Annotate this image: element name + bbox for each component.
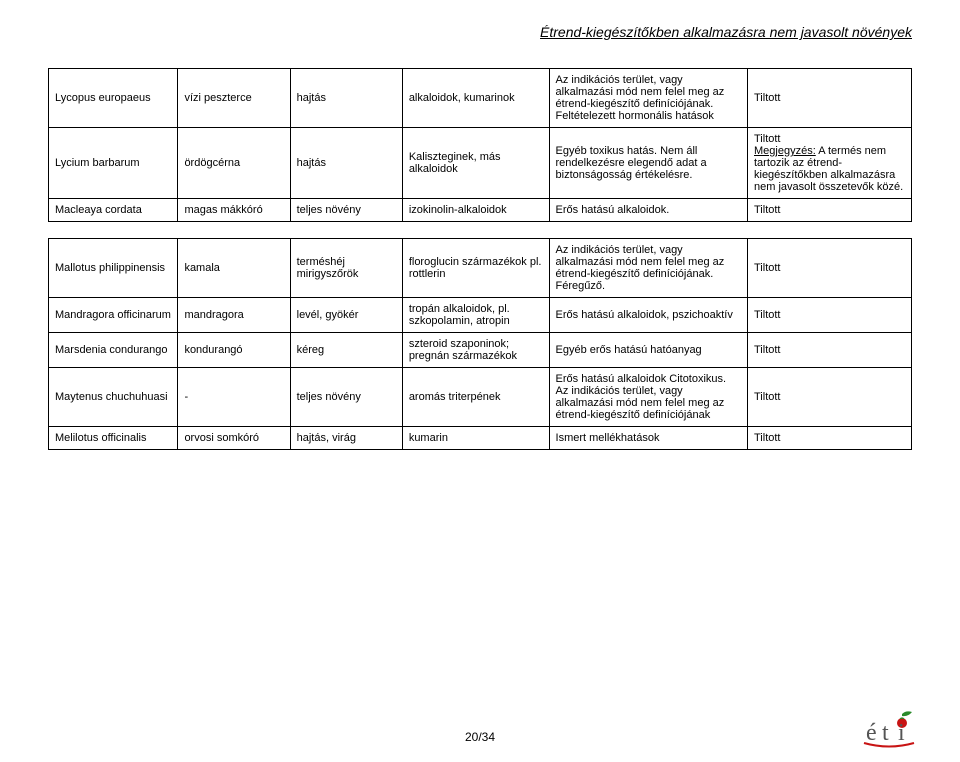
table-cell: szteroid szaponinok; pregnán származékok xyxy=(402,333,549,368)
table-2: Mallotus philippinensiskamalaterméshéj m… xyxy=(48,238,912,450)
table-cell: magas mákkóró xyxy=(178,199,290,222)
table-cell: Mallotus philippinensis xyxy=(49,239,178,298)
table-cell: vízi peszterce xyxy=(178,69,290,128)
table-row: Macleaya cordatamagas mákkóróteljes növé… xyxy=(49,199,912,222)
table-cell: Maytenus chuchuhuasi xyxy=(49,368,178,427)
table-row: Maytenus chuchuhuasi-teljes növényaromás… xyxy=(49,368,912,427)
table-cell: ördögcérna xyxy=(178,128,290,199)
table-cell: kondurangó xyxy=(178,333,290,368)
table-cell: orvosi somkóró xyxy=(178,427,290,450)
table-cell: Tiltott xyxy=(748,69,912,128)
table-cell: izokinolin-alkaloidok xyxy=(402,199,549,222)
table-cell: Melilotus officinalis xyxy=(49,427,178,450)
table-cell: Erős hatású alkaloidok Citotoxikus. Az i… xyxy=(549,368,747,427)
table-cell: Egyéb erős hatású hatóanyag xyxy=(549,333,747,368)
document-page: Étrend-kiegészítőkben alkalmazásra nem j… xyxy=(0,0,960,762)
table-cell: kumarin xyxy=(402,427,549,450)
table-cell: TiltottMegjegyzés: A termés nem tartozik… xyxy=(748,128,912,199)
table-cell: Tiltott xyxy=(748,199,912,222)
table-cell: hajtás xyxy=(290,69,402,128)
table-cell: Egyéb toxikus hatás. Nem áll rendelkezés… xyxy=(549,128,747,199)
table-cell: Lycopus europaeus xyxy=(49,69,178,128)
table-cell: terméshéj mirigyszőrök xyxy=(290,239,402,298)
table-cell: Marsdenia condurango xyxy=(49,333,178,368)
table-cell: Ismert mellékhatások xyxy=(549,427,747,450)
table-cell: Az indikációs terület, vagy alkalmazási … xyxy=(549,69,747,128)
table-row: Melilotus officinalisorvosi somkóróhajtá… xyxy=(49,427,912,450)
logo: é t i xyxy=(862,710,916,748)
page-title: Étrend-kiegészítőkben alkalmazásra nem j… xyxy=(48,24,912,40)
table-cell: Tiltott xyxy=(748,333,912,368)
table-row: Marsdenia condurangokondurangókéregszter… xyxy=(49,333,912,368)
table-1: Lycopus europaeusvízi pesztercehajtásalk… xyxy=(48,68,912,222)
page-number: 20/34 xyxy=(0,730,960,744)
table-cell: hajtás, virág xyxy=(290,427,402,450)
table-gap xyxy=(48,222,912,238)
table-row: Lycium barbarumördögcérnahajtásKaliszteg… xyxy=(49,128,912,199)
table-cell: tropán alkaloidok, pl. szkopolamin, atro… xyxy=(402,298,549,333)
table-cell: levél, gyökér xyxy=(290,298,402,333)
table-cell: kamala xyxy=(178,239,290,298)
table-cell: alkaloidok, kumarinok xyxy=(402,69,549,128)
table-cell: aromás triterpének xyxy=(402,368,549,427)
table-row: Mandragora officinarummandragoralevél, g… xyxy=(49,298,912,333)
table-cell: kéreg xyxy=(290,333,402,368)
table-cell: teljes növény xyxy=(290,368,402,427)
table-cell: mandragora xyxy=(178,298,290,333)
table-cell: Erős hatású alkaloidok. xyxy=(549,199,747,222)
table-cell: teljes növény xyxy=(290,199,402,222)
table-cell: Tiltott xyxy=(748,239,912,298)
table-cell: floroglucin származékok pl. rottlerin xyxy=(402,239,549,298)
table-cell: Mandragora officinarum xyxy=(49,298,178,333)
svg-text:t: t xyxy=(882,720,889,746)
table-cell: Tiltott xyxy=(748,427,912,450)
table-row: Mallotus philippinensiskamalaterméshéj m… xyxy=(49,239,912,298)
table-row: Lycopus europaeusvízi pesztercehajtásalk… xyxy=(49,69,912,128)
svg-text:é: é xyxy=(866,720,877,746)
table-cell: hajtás xyxy=(290,128,402,199)
table-cell: Erős hatású alkaloidok, pszichoaktív xyxy=(549,298,747,333)
table-cell: - xyxy=(178,368,290,427)
table-cell: Macleaya cordata xyxy=(49,199,178,222)
table-cell: Lycium barbarum xyxy=(49,128,178,199)
table-cell: Tiltott xyxy=(748,368,912,427)
table-cell: Tiltott xyxy=(748,298,912,333)
svg-text:i: i xyxy=(898,720,905,746)
table-cell: Az indikációs terület, vagy alkalmazási … xyxy=(549,239,747,298)
table-cell: Kaliszteginek, más alkaloidok xyxy=(402,128,549,199)
